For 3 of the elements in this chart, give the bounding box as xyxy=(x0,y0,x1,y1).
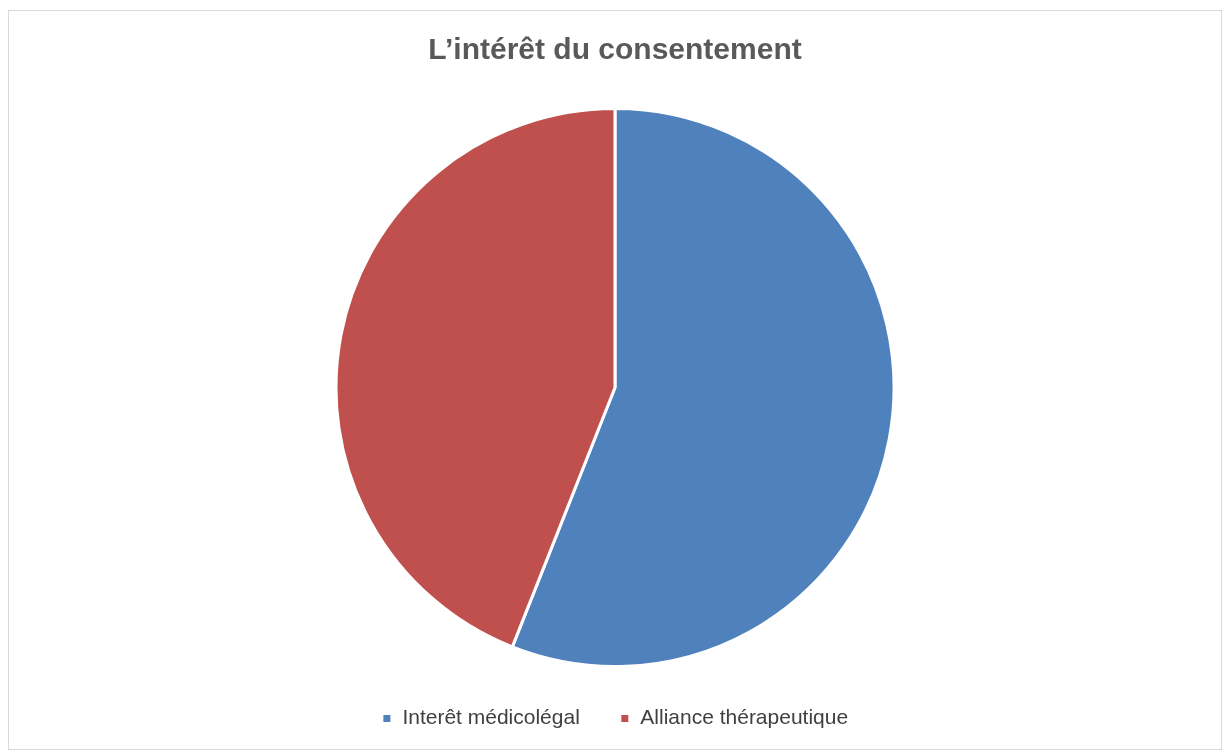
legend-label: Alliance thérapeutique xyxy=(640,705,849,729)
chart-title: L’intérêt du consentement xyxy=(428,32,802,66)
legend-label: Interêt médicolégal xyxy=(402,705,580,729)
